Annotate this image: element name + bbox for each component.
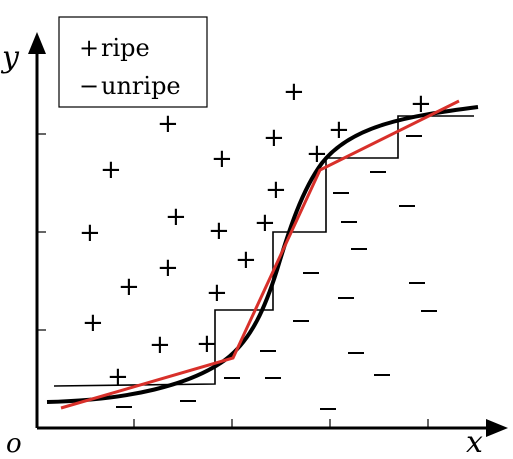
ripe-sample: + <box>283 77 305 107</box>
ripe-sample: + <box>165 202 187 232</box>
legend-ripe-symbol: + <box>79 34 99 62</box>
ripe-sample: + <box>211 144 233 174</box>
legend-unripe-symbol: − <box>79 72 99 100</box>
y-ticks <box>37 133 46 331</box>
ripe-sample: + <box>235 245 257 275</box>
ripe-sample: + <box>100 155 122 185</box>
unripe-samples <box>116 135 437 410</box>
axes: y x o <box>0 32 508 459</box>
step-approximation-curve <box>53 115 474 387</box>
ripe-sample: + <box>328 115 350 145</box>
legend-box <box>58 16 208 108</box>
ripe-sample: + <box>157 253 179 283</box>
ripe-sample: + <box>196 329 218 359</box>
y-axis-arrowhead <box>28 32 46 54</box>
ripe-samples: + + + + + + + + + + + + + + + + + + + + … <box>79 77 432 392</box>
origin-label: o <box>6 429 22 459</box>
ripe-sample: + <box>82 308 104 338</box>
ripe-sample: + <box>118 272 140 302</box>
ripe-sample: + <box>107 362 129 392</box>
legend-ripe-label: ripe <box>101 34 150 62</box>
ripe-sample: + <box>206 278 228 308</box>
x-axis-label: x <box>466 425 483 459</box>
sigmoid-curve <box>46 105 479 404</box>
ripe-sample: + <box>265 175 287 205</box>
ripe-sample: + <box>79 218 101 248</box>
x-axis-arrowhead <box>486 419 508 437</box>
ripe-sample: + <box>157 109 179 139</box>
ripe-sample: + <box>208 216 230 246</box>
legend-unripe-label: unripe <box>101 72 181 100</box>
piecewise-linear-curve <box>60 99 460 410</box>
y-axis-label: y <box>0 40 20 75</box>
ripe-sample: + <box>306 139 328 169</box>
ripe-sample: + <box>263 123 285 153</box>
ripe-sample: + <box>149 330 171 360</box>
x-ticks <box>133 419 429 428</box>
legend: + ripe − unripe <box>58 16 208 108</box>
ripe-sample: + <box>254 208 276 238</box>
ripe-sample: + <box>410 89 432 119</box>
